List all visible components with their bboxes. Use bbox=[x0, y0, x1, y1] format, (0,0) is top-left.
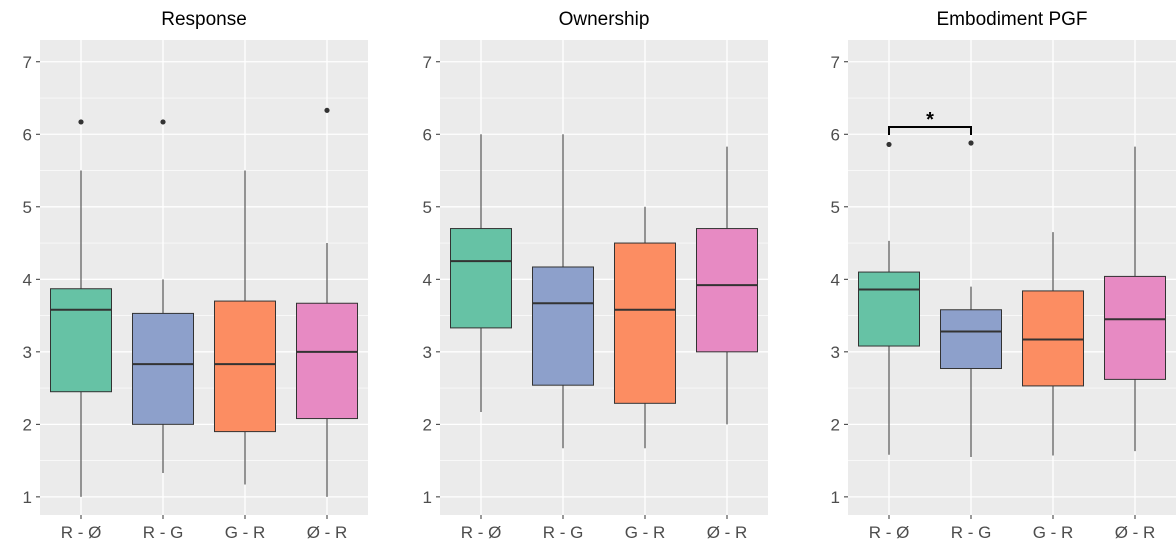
x-tick-label-r-o: R - Ø bbox=[461, 523, 502, 542]
box-ownership-o-r bbox=[696, 228, 758, 353]
y-tick-label: 5 bbox=[423, 198, 432, 217]
y-tick-label: 5 bbox=[23, 198, 32, 217]
box-embodiment-pgf-g-r bbox=[1022, 290, 1084, 387]
panel-background-response bbox=[40, 40, 368, 515]
y-tick-label: 4 bbox=[423, 270, 432, 289]
y-tick-label: 7 bbox=[831, 53, 840, 72]
box-response-r-o bbox=[50, 288, 112, 393]
chart-title-ownership: Ownership bbox=[559, 9, 650, 30]
x-tick-label-g-r: G - R bbox=[625, 523, 666, 542]
y-tick-label: 6 bbox=[831, 125, 840, 144]
box-embodiment-pgf-o-r bbox=[1104, 275, 1166, 380]
x-tick-label-o-r: Ø - R bbox=[307, 523, 348, 542]
chart-title-response: Response bbox=[161, 9, 247, 30]
y-tick-label: 4 bbox=[23, 270, 32, 289]
y-tick-label: 1 bbox=[831, 488, 840, 507]
significance-bracket bbox=[888, 126, 972, 136]
significance-label: * bbox=[926, 109, 934, 131]
box-response-r-g bbox=[132, 312, 194, 425]
y-tick-label: 1 bbox=[23, 488, 32, 507]
x-tick-label-g-r: G - R bbox=[1033, 523, 1074, 542]
y-tick-label: 2 bbox=[831, 415, 840, 434]
box-embodiment-pgf-r-g bbox=[940, 309, 1002, 370]
y-tick-label: 7 bbox=[423, 53, 432, 72]
y-tick-label: 5 bbox=[831, 198, 840, 217]
y-tick-label: 7 bbox=[23, 53, 32, 72]
box-ownership-r-o bbox=[450, 228, 512, 329]
y-tick-label: 3 bbox=[831, 343, 840, 362]
y-tick-label: 3 bbox=[23, 343, 32, 362]
outlier-point-response-r-o bbox=[78, 119, 84, 125]
outlier-point-response-r-g bbox=[160, 119, 166, 125]
x-tick-label-r-g: R - G bbox=[951, 523, 992, 542]
y-tick-label: 6 bbox=[23, 125, 32, 144]
x-tick-label-r-o: R - Ø bbox=[61, 523, 102, 542]
y-tick-label: 2 bbox=[423, 415, 432, 434]
box-embodiment-pgf-r-o bbox=[858, 271, 920, 347]
y-tick-label: 2 bbox=[23, 415, 32, 434]
x-tick-label-g-r: G - R bbox=[225, 523, 266, 542]
outlier-point-embodiment-pgf-r-o bbox=[886, 141, 892, 148]
y-tick-label: 4 bbox=[831, 270, 840, 289]
chart-title-embodiment-pgf: Embodiment PGF bbox=[937, 9, 1088, 30]
x-tick-label-o-r: Ø - R bbox=[1115, 523, 1156, 542]
y-tick-label: 3 bbox=[423, 343, 432, 362]
x-tick-label-r-g: R - G bbox=[143, 523, 184, 542]
box-ownership-g-r bbox=[614, 242, 676, 404]
outlier-point-embodiment-pgf-r-g bbox=[968, 140, 974, 146]
box-ownership-r-g bbox=[532, 266, 594, 386]
x-tick-label-o-r: Ø - R bbox=[707, 523, 748, 542]
box-response-o-r bbox=[296, 302, 358, 420]
x-tick-label-r-g: R - G bbox=[543, 523, 584, 542]
x-tick-label-r-o: R - Ø bbox=[869, 523, 910, 542]
box-response-g-r bbox=[214, 300, 276, 433]
outlier-point-response-o-r bbox=[324, 107, 330, 113]
y-tick-label: 6 bbox=[423, 125, 432, 144]
y-tick-label: 1 bbox=[423, 488, 432, 507]
